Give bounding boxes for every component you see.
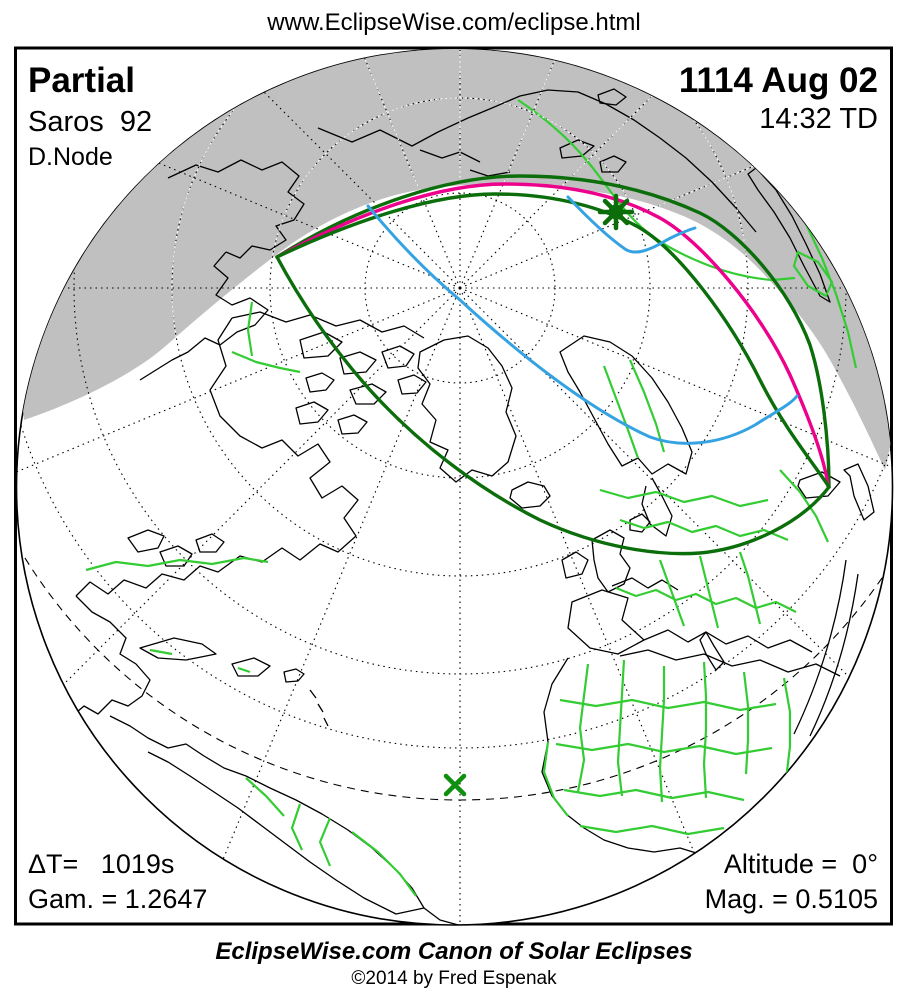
coastlines bbox=[69, 88, 875, 925]
header-url: www.EclipseWise.com/eclipse.html bbox=[266, 9, 640, 36]
penumbra-limit-north bbox=[275, 174, 831, 489]
delta-t-label: ΔT= 1019s bbox=[28, 849, 174, 879]
eclipse-type-label: Partial bbox=[28, 61, 135, 100]
altitude-label: Altitude = 0° bbox=[724, 849, 878, 879]
eclipse-begin-end-sunset-curve bbox=[566, 195, 697, 254]
subsolar-x bbox=[443, 773, 467, 797]
footer-title: EclipseWise.com Canon of Solar Eclipses bbox=[215, 938, 692, 965]
magnitude-label: Mag. = 0.5105 bbox=[705, 884, 878, 914]
eclipse-begin-end-sunrise-curve bbox=[366, 204, 799, 445]
greatest-eclipse-star bbox=[597, 193, 635, 231]
maximum-eclipse-sunrise-sunset-line bbox=[275, 182, 830, 488]
saros-label: Saros 92 bbox=[28, 106, 152, 138]
node-label: D.Node bbox=[28, 143, 113, 171]
ecliptic-dashed-line bbox=[16, 49, 893, 801]
gamma-label: Gam. = 1.2647 bbox=[28, 884, 207, 914]
footer-copyright: ©2014 by Fred Espenak bbox=[351, 968, 557, 989]
time-label: 14:32 TD bbox=[759, 103, 878, 135]
penumbra-limit-south bbox=[275, 255, 831, 556]
country-borders bbox=[85, 99, 858, 897]
penumbra-limit-inner bbox=[275, 192, 831, 489]
eclipse-curves bbox=[275, 174, 831, 556]
date-label: 1114 Aug 02 bbox=[679, 61, 878, 100]
